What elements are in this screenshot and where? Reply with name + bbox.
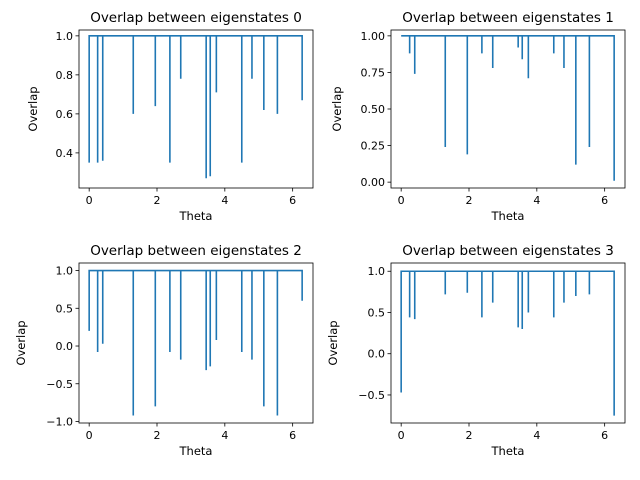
series-line-2	[88, 269, 303, 416]
chart-title-0: Overlap between eigenstates 0	[90, 10, 302, 26]
y-axis-label-1: Overlap	[330, 86, 344, 131]
y-axis-label-3: Overlap	[326, 320, 340, 365]
x-tick-label-1-3: 6	[601, 194, 608, 207]
x-axis-label-3: Theta	[491, 444, 525, 458]
y-tick-label-1-2: 0.50	[361, 103, 386, 116]
y-tick-label-1-0: 0.00	[361, 176, 386, 189]
y-tick-label-2-0: −1.0	[46, 415, 73, 428]
chart-title-2: Overlap between eigenstates 2	[90, 243, 302, 259]
axes-frame-2	[78, 262, 314, 424]
y-tick-label-0-3: 1.0	[56, 30, 74, 43]
x-tick-label-2-3: 6	[289, 429, 296, 442]
x-tick-label-3-0: 0	[398, 429, 405, 442]
y-tick-label-2-3: 0.5	[56, 302, 74, 315]
y-tick-label-0-0: 0.4	[56, 147, 74, 160]
y-tick-label-3-3: 1.0	[368, 265, 386, 278]
y-tick-label-1-3: 0.75	[361, 66, 386, 79]
subplot-3: 0 2 4 6 −0.5 0.0 0.5 1.0 Overlap between eigenst…	[326, 243, 626, 458]
y-tick-label-2-4: 1.0	[56, 265, 74, 278]
y-tick-label-1-4: 1.00	[361, 30, 386, 43]
x-tick-label-0-1: 2	[154, 194, 161, 207]
y-tick-label-3-2: 0.5	[368, 306, 386, 319]
x-axis-label-2: Theta	[179, 444, 213, 458]
x-tick-label-0-3: 6	[289, 194, 296, 207]
y-tick-label-2-1: −0.5	[46, 378, 73, 391]
y-tick-label-3-0: −0.5	[358, 389, 385, 402]
x-tick-label-3-1: 2	[466, 429, 473, 442]
series-line-3	[400, 270, 615, 416]
y-axis-label-0: Overlap	[26, 86, 40, 131]
x-axis-label-1: Theta	[491, 209, 525, 223]
subplot-2: 0 2 4 6 −1.0 −0.5 0.0 0.5 1.0 Overlap between eig…	[14, 243, 314, 458]
x-tick-label-1-1: 2	[466, 194, 473, 207]
series-line-1	[401, 35, 615, 181]
x-tick-label-0-0: 0	[86, 194, 93, 207]
x-tick-label-1-2: 4	[533, 194, 540, 207]
x-axis-label-0: Theta	[179, 209, 213, 223]
y-tick-label-3-1: 0.0	[368, 348, 386, 361]
subplot-1: 0 2 4 6 0.00 0.25 0.50 0.75 1.00 Overlap between …	[330, 10, 626, 223]
chart-title-3: Overlap between eigenstates 3	[402, 243, 614, 259]
y-tick-label-0-1: 0.6	[56, 108, 74, 121]
x-tick-label-2-2: 4	[221, 429, 228, 442]
y-tick-label-2-2: 0.0	[56, 340, 74, 353]
x-tick-label-1-0: 0	[398, 194, 405, 207]
subplot-0: 0 2 4 6 0.4 0.6 0.8 1.0 Overlap between eigensta…	[26, 10, 314, 223]
x-tick-label-3-2: 4	[533, 429, 540, 442]
axes-frame-3	[390, 262, 626, 424]
y-tick-label-1-1: 0.25	[361, 140, 386, 153]
y-axis-label-2: Overlap	[14, 320, 28, 365]
chart-title-1: Overlap between eigenstates 1	[402, 10, 614, 26]
x-tick-label-3-3: 6	[601, 429, 608, 442]
x-tick-label-2-1: 2	[154, 429, 161, 442]
axes-frame-0	[78, 29, 314, 189]
x-tick-label-2-0: 0	[86, 429, 93, 442]
x-tick-label-0-2: 4	[221, 194, 228, 207]
series-line-0	[88, 35, 303, 179]
y-tick-label-0-2: 0.8	[56, 69, 74, 82]
